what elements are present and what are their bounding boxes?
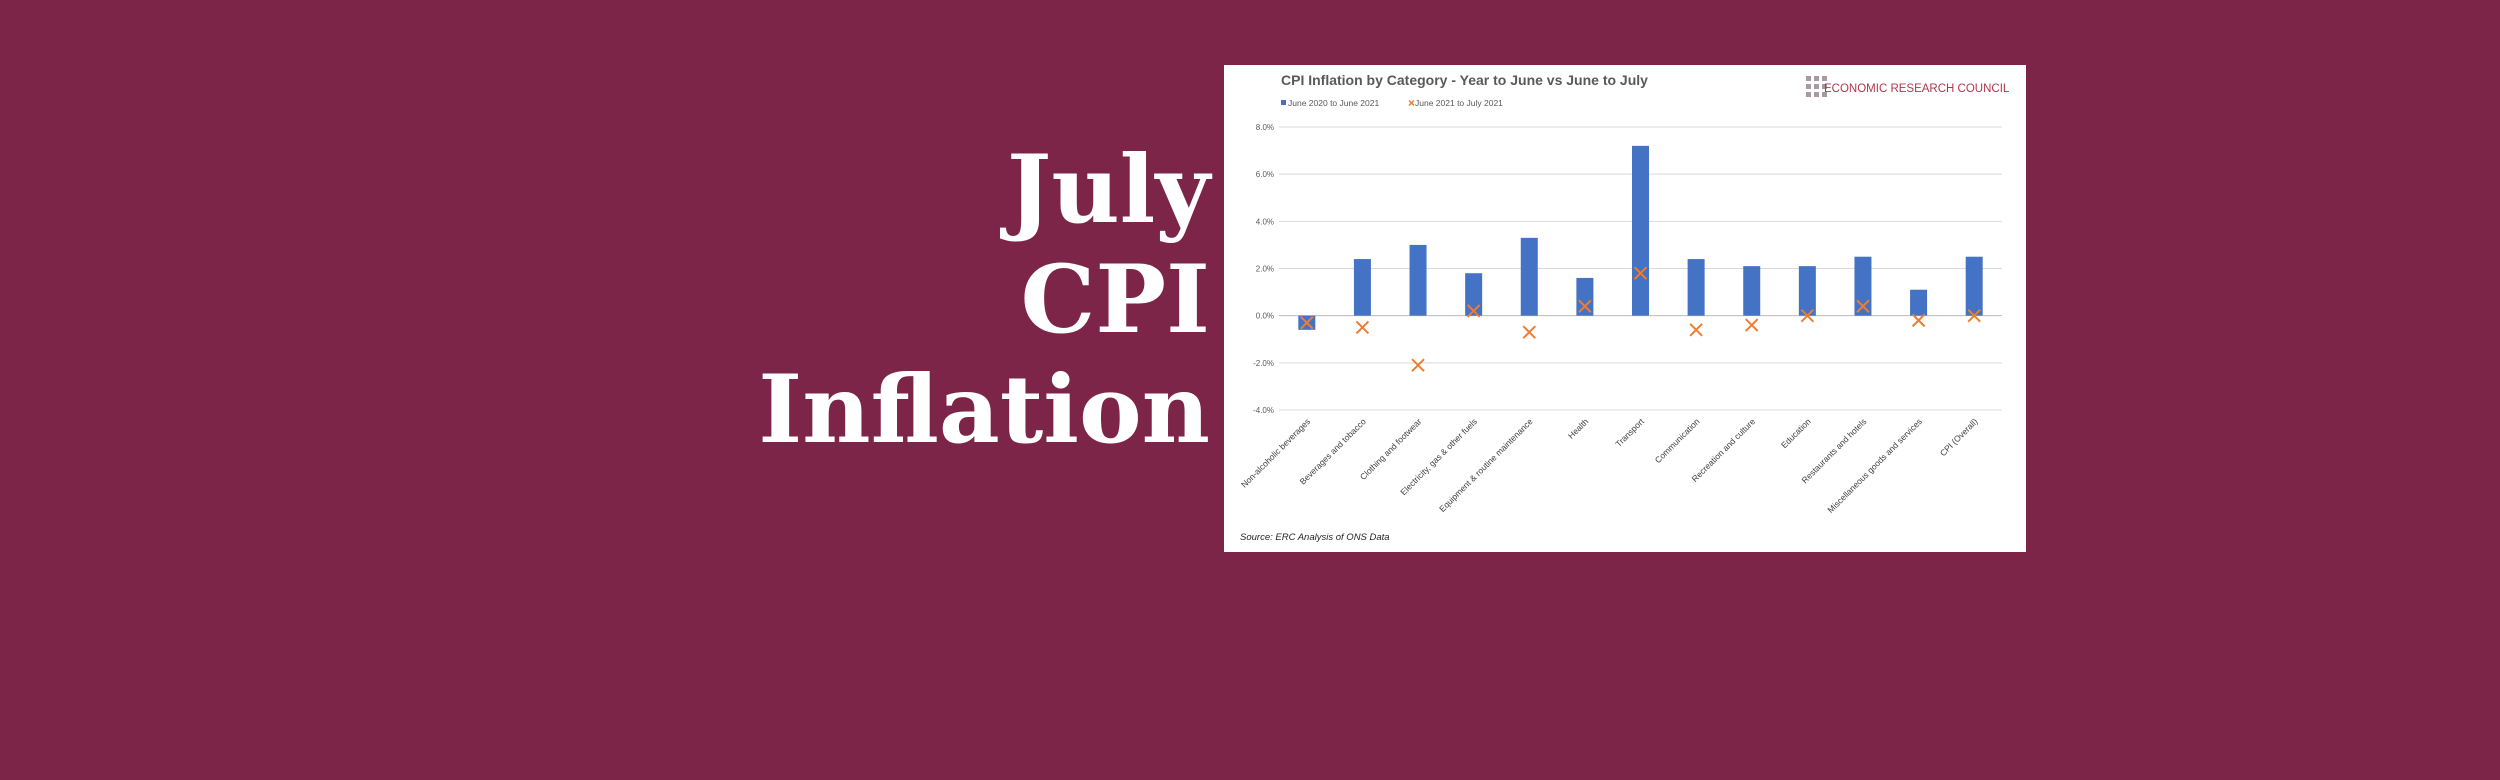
- y-tick-label: 6.0%: [1256, 170, 1274, 179]
- logo-square-icon: [1806, 76, 1811, 81]
- marker-point: [1689, 323, 1703, 337]
- headline: July CPI Inflation: [758, 135, 1210, 465]
- logo-square-icon: [1822, 76, 1827, 81]
- y-tick-label: 8.0%: [1256, 123, 1274, 132]
- legend-marker-swatch: [1408, 99, 1415, 107]
- headline-line-3: Inflation: [758, 355, 1210, 465]
- bar: [1743, 266, 1761, 316]
- logo-square-icon: [1806, 84, 1811, 89]
- marker-point: [1355, 320, 1370, 335]
- y-tick-label: 2.0%: [1256, 265, 1274, 274]
- headline-line-1: July: [1006, 135, 1210, 245]
- logo-square-icon: [1806, 92, 1811, 97]
- cpi-chart: CPI Inflation by Category - Year to June…: [1239, 72, 2010, 543]
- legend-label-bar-series: June 2020 to June 2021: [1288, 98, 1379, 108]
- y-tick-label: 4.0%: [1256, 217, 1274, 226]
- marker-point: [1911, 313, 1926, 328]
- legend-label-marker-series: June 2021 to July 2021: [1415, 98, 1503, 108]
- marker-point: [1967, 308, 1981, 323]
- source-note: Source: ERC Analysis of ONS Data: [1240, 532, 1390, 543]
- marker-point: [1800, 308, 1815, 323]
- logo-square-icon: [1822, 84, 1827, 89]
- x-tick-label: Communication: [1653, 416, 1702, 465]
- x-tick-label: Health: [1566, 416, 1591, 441]
- marker-point: [1466, 304, 1481, 318]
- marker-point: [1300, 316, 1314, 330]
- marker-point: [1411, 358, 1425, 372]
- x-tick-label: Recreation and culture: [1690, 416, 1758, 484]
- x-tick-label: Education: [1779, 416, 1813, 450]
- bar: [1353, 259, 1371, 316]
- legend-bar-swatch: [1281, 100, 1286, 105]
- bar: [1910, 289, 1928, 316]
- y-tick-label: -4.0%: [1253, 406, 1274, 415]
- x-tick-label: Miscellaneous goods and services: [1825, 416, 1924, 515]
- chart-title: CPI Inflation by Category - Year to June…: [1281, 72, 1648, 88]
- marker-point: [1745, 318, 1759, 332]
- logo-square-icon: [1822, 92, 1827, 97]
- bar: [1576, 277, 1594, 316]
- marker-point: [1522, 325, 1536, 339]
- marker-point: [1856, 299, 1870, 313]
- logo-square-icon: [1814, 92, 1819, 97]
- marker-point: [1633, 266, 1648, 280]
- chart-card: CPI Inflation by Category - Year to June…: [1224, 65, 2026, 552]
- bar: [1465, 273, 1483, 316]
- x-tick-label: CPI (Overall): [1938, 416, 1980, 458]
- logo-square-icon: [1814, 84, 1819, 89]
- bar: [1520, 237, 1538, 316]
- x-tick-label: Equipment & routine maintenance: [1437, 416, 1535, 514]
- bar: [1409, 244, 1427, 316]
- marker-point: [1578, 299, 1592, 313]
- x-tick-label: Transport: [1613, 416, 1646, 449]
- y-tick-label: -2.0%: [1253, 359, 1274, 368]
- y-tick-label: 0.0%: [1256, 312, 1274, 321]
- brand-name: ECONOMIC RESEARCH COUNCIL: [1824, 83, 2010, 95]
- bar: [1632, 145, 1649, 316]
- logo-square-icon: [1814, 76, 1819, 81]
- x-tick-label: Clothing and footwear: [1358, 416, 1424, 482]
- bar: [1798, 266, 1816, 316]
- headline-line-2: CPI: [1020, 245, 1210, 355]
- bar: [1965, 256, 1983, 316]
- bar: [1687, 259, 1705, 316]
